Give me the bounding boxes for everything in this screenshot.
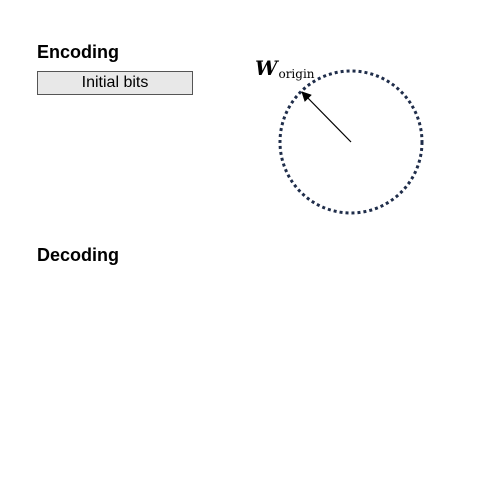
decoding-heading: Decoding [37, 245, 120, 265]
encoding-heading: Encoding [37, 42, 119, 62]
origin-circle [278, 69, 424, 215]
initial-bits-label: Initial bits [81, 74, 149, 91]
radius-subscript: origin [278, 67, 315, 81]
radius-label: Worigin [255, 56, 315, 81]
initial-bits-box: Initial bits [37, 71, 193, 95]
radius-arrow [301, 91, 352, 143]
radius-symbol: W [255, 56, 278, 80]
